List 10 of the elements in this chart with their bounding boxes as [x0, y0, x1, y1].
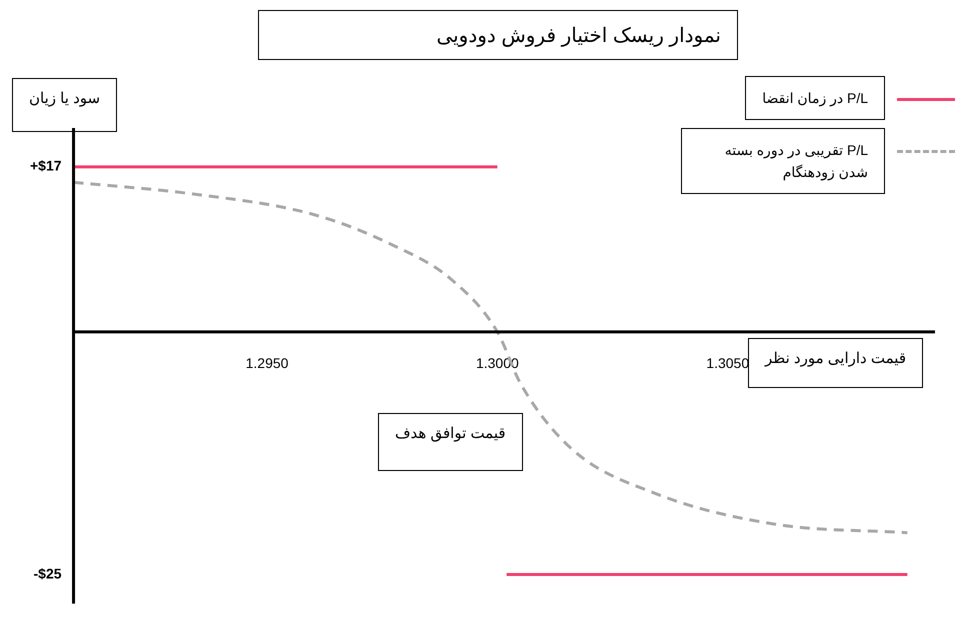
y-axis-title: سود یا زیان — [12, 78, 118, 132]
x-axis-title: قیمت دارایی مورد نظر — [748, 338, 923, 388]
annotation: قیمت توافق هدف — [378, 413, 523, 471]
x-tick-label: 1.2950 — [246, 355, 289, 372]
x-tick-label: 1.3050 — [706, 355, 750, 372]
y-tick-label: -$25 — [34, 565, 62, 582]
legend-label: P/L تقریبی در دوره بسته شدن زودهنگام — [681, 128, 885, 194]
y-tick-label: +$17 — [30, 158, 62, 174]
chart-title: نمودار ریسک اختیار فروش دودویی — [258, 10, 738, 60]
legend-label: P/L در زمان انقضا — [745, 76, 885, 120]
